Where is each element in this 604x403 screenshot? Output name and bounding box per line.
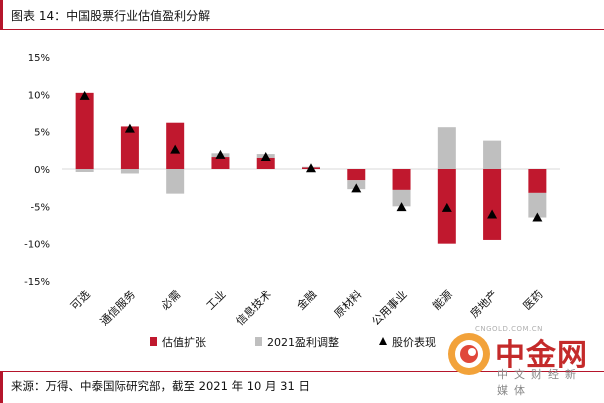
x-tick-label: 可选 (68, 288, 93, 313)
price-marker (396, 202, 407, 212)
bar-earnings (528, 192, 547, 218)
x-tick-label: 工业 (204, 288, 229, 313)
legend-label: 股价表现 (392, 335, 436, 349)
bar-valuation (211, 157, 230, 169)
bar-earnings (120, 169, 139, 174)
price-marker (260, 152, 271, 162)
x-tick-label: 原材料 (331, 287, 364, 320)
price-marker (79, 90, 90, 100)
chart-legend: 估值扩张 2021盈利调整 股价表现 (150, 335, 436, 349)
legend-label: 估值扩张 (162, 335, 206, 349)
price-marker (124, 123, 135, 133)
stacked-bar-chart: -15% -10% -5% 0% 5% 10% 15% 可选 通信服务 必需 工业 信息技术 金融 原材… (24, 53, 560, 349)
watermark: CNGOLD.COM.CN 中金网 中文财经新媒体 (445, 325, 595, 397)
bar-earnings (166, 169, 185, 194)
bar-earnings (483, 140, 502, 169)
x-tick-label: 必需 (159, 288, 184, 313)
y-tick-label: -10% (24, 240, 50, 251)
legend-swatch (255, 337, 262, 346)
x-tick-label: 信息技术 (233, 287, 274, 328)
bar-valuation (392, 169, 411, 190)
x-tick-label: 医药 (521, 288, 546, 313)
price-marker (170, 144, 181, 154)
y-axis-labels: -15% -10% -5% 0% 5% 10% 15% (24, 53, 50, 288)
price-marker (441, 202, 452, 212)
price-marker (306, 163, 316, 173)
price-marker (532, 212, 543, 222)
bar-valuation (483, 169, 502, 240)
bar-earnings (437, 127, 456, 169)
x-tick-label: 能源 (429, 287, 454, 312)
x-tick-label: 公用事业 (369, 288, 409, 328)
chart-title-bar: 图表 14：中国股票行业估值盈利分解 (0, 0, 604, 30)
watermark-url: CNGOLD.COM.CN (475, 325, 543, 333)
price-marker (487, 209, 498, 219)
chart-title: 图表 14：中国股票行业估值盈利分解 (11, 9, 211, 23)
bar-valuation (120, 126, 139, 169)
x-axis-labels: 可选 通信服务 必需 工业 信息技术 金融 原材料 公用事业 能源 房地产 医药 (68, 287, 545, 328)
source-note: 来源：万得、中泰国际研究部，截至 2021 年 10 月 31 日 (11, 379, 310, 393)
watermark-tagline: 中文财经新媒体 (497, 368, 582, 397)
watermark-brand: 中金网 (495, 338, 588, 373)
x-tick-label: 房地产 (467, 287, 500, 320)
bar-valuation (256, 157, 275, 169)
legend-marker (379, 337, 387, 345)
bar-earnings (75, 169, 94, 172)
price-marker (351, 183, 362, 193)
legend-swatch (150, 337, 157, 346)
bar-valuation (528, 169, 547, 193)
spiral-logo-icon (448, 333, 490, 375)
y-tick-label: 5% (34, 128, 50, 139)
bar-valuation (75, 92, 94, 169)
x-tick-label: 金融 (294, 287, 319, 312)
source-note-bar: 来源：万得、中泰国际研究部，截至 2021 年 10 月 31 日 (0, 371, 604, 403)
y-tick-label: 10% (28, 90, 50, 101)
y-tick-label: -15% (24, 277, 50, 288)
x-tick-label: 通信服务 (98, 288, 138, 328)
price-marker (215, 149, 226, 159)
chart-markers (79, 90, 543, 222)
y-tick-label: 15% (28, 53, 50, 64)
bar-valuation (347, 169, 366, 181)
y-tick-label: 0% (34, 165, 50, 176)
y-tick-label: -5% (31, 202, 50, 213)
bar-earnings (392, 189, 411, 207)
legend-label: 2021盈利调整 (267, 335, 339, 349)
